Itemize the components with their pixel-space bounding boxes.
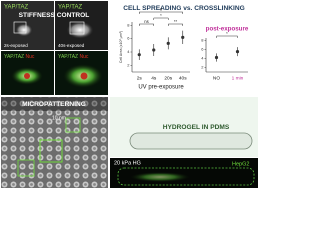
page: YAP/TAZ YAP/TAZ STIFFNESS CONTROL 2s-exp…: [0, 0, 259, 189]
stiffness-panel: YAP/TAZ YAP/TAZ STIFFNESS CONTROL 2s-exp…: [1, 1, 108, 95]
nucleus: [24, 73, 30, 79]
x-tick-label: 40s: [179, 75, 187, 81]
hydrogel-panel: HYDROGEL IN PDMS 20 kPa HG HepG2: [110, 97, 258, 188]
stain-label: YAP/TAZ Nuc: [58, 54, 89, 60]
annotation: *: [226, 31, 228, 36]
y-tick-label: 4: [127, 49, 130, 54]
stain-label: YAP/TAZ Nuc: [4, 54, 35, 60]
micropatterning-panel: MICROPATTERNING 10 nm: [1, 97, 108, 188]
panel-title: CELL SPREADING vs. CROSSLINKING: [123, 5, 245, 12]
stain: Nuc: [26, 54, 35, 60]
y-tick-label: 8: [127, 22, 130, 27]
inset-box: [13, 21, 27, 34]
cell: [66, 21, 94, 39]
bracket: [216, 35, 238, 38]
annotation: ns: [144, 19, 148, 24]
y-axis-label: Cell Area (x10³ µm²): [119, 31, 123, 63]
x-tick-label: 20s: [164, 75, 172, 81]
bracket: [139, 11, 183, 14]
pattern-box: [17, 159, 35, 177]
x-tick-label: NO: [213, 75, 220, 81]
label: YAP/TAZ: [4, 5, 28, 11]
label: YAP/TAZ: [58, 5, 82, 11]
y-tick-label: 2: [127, 62, 130, 67]
annotation: **: [174, 19, 178, 24]
x-tick-label: 2s: [137, 75, 143, 81]
stain: Nuc: [80, 54, 89, 60]
point: [152, 48, 156, 52]
x-tick-label: 4s: [151, 75, 157, 81]
panel-title: STIFFNESS CONTROL: [19, 12, 90, 19]
caption: 40s-exposed: [58, 43, 85, 48]
y-tick-label: 8: [201, 37, 204, 42]
nucleus: [80, 72, 88, 80]
pattern-box: [39, 139, 63, 163]
point: [137, 53, 141, 57]
y-tick-label: 4: [201, 55, 204, 60]
pattern-box: [65, 117, 81, 133]
panel-title: MICROPATTERNING: [22, 101, 86, 108]
point: [181, 35, 185, 39]
cell: [15, 23, 33, 37]
point: [235, 50, 240, 54]
title-band: [1, 97, 108, 111]
image: [1, 97, 108, 188]
bracket: [168, 23, 183, 26]
bracket: [139, 23, 154, 26]
bracket: [153, 17, 169, 20]
y-tick-label: 6: [201, 46, 204, 51]
stain: YAP/TAZ: [4, 54, 24, 60]
caption: 2s-exposed: [4, 43, 28, 48]
inset-box: [69, 21, 85, 35]
y-tick-label: 6: [127, 36, 130, 41]
label: 20 kPa HG: [114, 160, 141, 166]
annotation: *: [160, 13, 162, 18]
chart-title: post-exposure: [206, 26, 249, 33]
figure: YAP/TAZ YAP/TAZ STIFFNESS CONTROL 2s-exp…: [1, 1, 258, 188]
cells: [130, 172, 190, 182]
y-tick-label: 2: [201, 65, 204, 70]
image: [110, 158, 258, 188]
x-tick-label: 1 min: [232, 75, 244, 81]
point: [166, 41, 170, 45]
annotation: #: [160, 7, 163, 12]
stain: YAP/TAZ: [58, 54, 78, 60]
label: HepG2: [232, 161, 249, 167]
channel: [129, 132, 253, 150]
panel-title: HYDROGEL IN PDMS: [163, 124, 230, 131]
x-axis-label: UV pre-exposure: [138, 85, 184, 91]
scale-label: 10 nm: [52, 115, 66, 121]
point: [214, 55, 219, 60]
